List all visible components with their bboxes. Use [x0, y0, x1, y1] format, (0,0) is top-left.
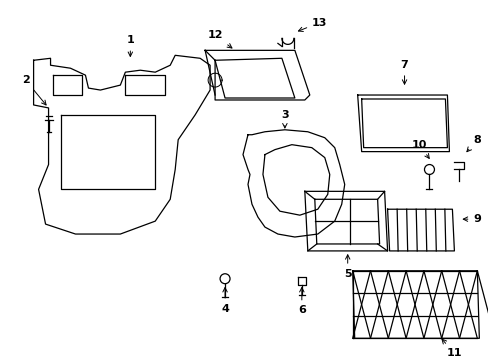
- Text: 11: 11: [441, 339, 461, 358]
- Text: 1: 1: [126, 35, 134, 57]
- Text: 3: 3: [281, 110, 288, 128]
- Text: 5: 5: [343, 255, 351, 279]
- Text: 6: 6: [297, 288, 305, 315]
- Text: 13: 13: [298, 18, 327, 31]
- Text: 8: 8: [466, 135, 480, 152]
- Text: 2: 2: [21, 75, 46, 105]
- Text: 10: 10: [411, 140, 428, 158]
- Text: 7: 7: [400, 60, 407, 84]
- Text: 4: 4: [221, 288, 228, 314]
- Text: 12: 12: [207, 31, 231, 48]
- Text: 9: 9: [462, 214, 480, 224]
